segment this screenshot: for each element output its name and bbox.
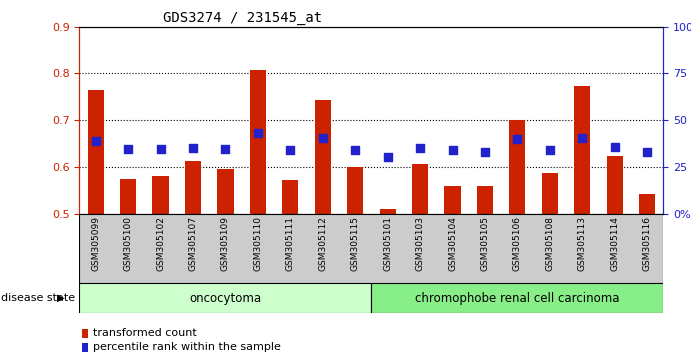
Point xyxy=(609,144,621,149)
Text: transformed count: transformed count xyxy=(86,328,197,338)
Point xyxy=(447,148,458,153)
Bar xyxy=(249,70,266,214)
Text: GSM305105: GSM305105 xyxy=(480,216,489,271)
Bar xyxy=(347,167,363,214)
Bar xyxy=(218,169,234,214)
Text: GSM305112: GSM305112 xyxy=(319,216,328,271)
Bar xyxy=(79,214,663,283)
Bar xyxy=(639,194,655,214)
Text: GSM305109: GSM305109 xyxy=(221,216,230,271)
Text: GSM305113: GSM305113 xyxy=(578,216,587,271)
Text: GSM305108: GSM305108 xyxy=(545,216,554,271)
Bar xyxy=(82,329,88,338)
Text: disease state: disease state xyxy=(1,293,75,303)
Bar xyxy=(444,186,461,214)
Point xyxy=(577,135,588,141)
Point xyxy=(545,148,556,153)
Text: GSM305099: GSM305099 xyxy=(91,216,100,271)
Point xyxy=(155,147,166,152)
Bar xyxy=(314,100,331,214)
Bar xyxy=(88,90,104,214)
Point xyxy=(220,147,231,152)
Point xyxy=(317,135,328,141)
Point xyxy=(480,149,491,155)
Bar xyxy=(120,179,136,214)
Text: ▶: ▶ xyxy=(57,293,64,303)
Point xyxy=(642,149,653,155)
Bar xyxy=(477,186,493,214)
Point xyxy=(512,136,523,142)
Bar xyxy=(542,173,558,214)
Bar xyxy=(79,283,372,313)
Point xyxy=(382,154,393,160)
Text: GSM305101: GSM305101 xyxy=(383,216,392,271)
Text: GSM305104: GSM305104 xyxy=(448,216,457,271)
Point xyxy=(285,148,296,153)
Bar xyxy=(607,156,623,214)
Bar xyxy=(153,176,169,214)
Point xyxy=(187,145,198,150)
Bar xyxy=(185,161,201,214)
Text: GSM305115: GSM305115 xyxy=(351,216,360,271)
Text: GSM305106: GSM305106 xyxy=(513,216,522,271)
Bar xyxy=(282,180,299,214)
Bar xyxy=(379,210,396,214)
Point xyxy=(350,148,361,153)
Bar xyxy=(82,343,88,352)
Bar xyxy=(509,120,525,214)
Text: percentile rank within the sample: percentile rank within the sample xyxy=(86,342,281,352)
Point xyxy=(122,147,133,152)
Text: GDS3274 / 231545_at: GDS3274 / 231545_at xyxy=(163,11,323,25)
Point xyxy=(415,145,426,150)
Text: GSM305114: GSM305114 xyxy=(610,216,619,271)
Point xyxy=(90,139,101,144)
Point xyxy=(252,131,263,136)
Text: GSM305111: GSM305111 xyxy=(286,216,295,271)
Bar xyxy=(371,283,663,313)
Text: GSM305103: GSM305103 xyxy=(415,216,424,271)
Text: GSM305102: GSM305102 xyxy=(156,216,165,271)
Text: GSM305116: GSM305116 xyxy=(643,216,652,271)
Bar xyxy=(412,164,428,214)
Text: oncocytoma: oncocytoma xyxy=(189,292,261,305)
Text: GSM305110: GSM305110 xyxy=(254,216,263,271)
Text: chromophobe renal cell carcinoma: chromophobe renal cell carcinoma xyxy=(415,292,620,305)
Text: GSM305100: GSM305100 xyxy=(124,216,133,271)
Bar xyxy=(574,86,590,214)
Text: GSM305107: GSM305107 xyxy=(189,216,198,271)
